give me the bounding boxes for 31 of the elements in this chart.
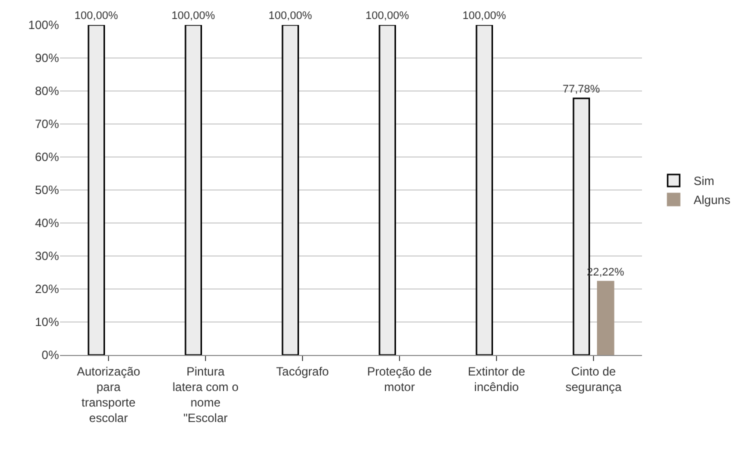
x-tick-label: Extintor de incêndio — [468, 364, 526, 394]
bar — [282, 25, 300, 355]
bar — [476, 25, 494, 355]
x-tick-label: Pintura latera com o nome "Escolar — [172, 364, 239, 426]
y-tick-label: 100% — [28, 18, 60, 32]
y-tick-label: 60% — [34, 150, 60, 164]
bar — [378, 25, 396, 355]
data-label: 77,78% — [562, 83, 600, 96]
y-tick-label: 30% — [34, 249, 60, 264]
data-label: 100,00% — [462, 10, 506, 22]
data-label: 100,00% — [366, 10, 410, 22]
bar — [184, 25, 202, 355]
y-tick-label: 10% — [34, 315, 60, 330]
y-tick-label: 0% — [42, 348, 60, 362]
x-tick-label: Tacógrafo — [276, 364, 330, 378]
data-label: 100,00% — [172, 10, 216, 22]
legend-label: Sim — [694, 174, 714, 188]
x-tick-label: Autorização para transporte escolar — [76, 364, 141, 426]
legend-label: Alguns — [694, 193, 730, 208]
y-tick-label: 80% — [34, 84, 60, 98]
x-tick-label: Proteção de motor — [367, 364, 432, 394]
data-label: 100,00% — [268, 10, 312, 22]
y-tick-label: 40% — [34, 216, 60, 230]
y-tick-label: 50% — [34, 183, 60, 198]
y-tick-label: 70% — [34, 117, 60, 132]
y-tick-label: 90% — [34, 51, 60, 66]
bar — [88, 25, 106, 355]
y-tick-label: 20% — [34, 282, 60, 296]
x-tick-label: Cinto de segurança — [565, 364, 622, 394]
data-label: 100,00% — [74, 10, 118, 22]
bar — [596, 280, 614, 355]
